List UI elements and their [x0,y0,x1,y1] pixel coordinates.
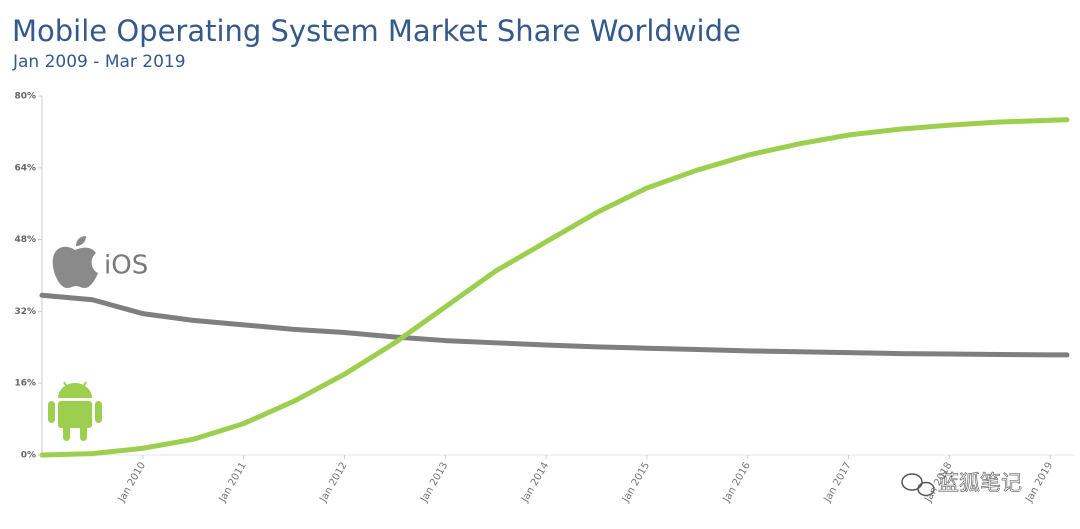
y-tick-label: 16% [14,379,36,389]
x-tick-label: Jan 2017 [822,461,854,506]
x-tick-label: Jan 2016 [721,461,753,506]
watermark: 蓝狐笔记 [938,471,1022,495]
y-tick-label: 48% [14,235,36,245]
watermark-icon [901,473,935,497]
android-icon [48,381,102,441]
apple-icon [52,236,98,288]
y-tick-label: 32% [14,307,36,317]
ios-label: iOS [104,251,148,281]
y-tick-label: 0% [21,451,36,461]
x-tick-label: Jan 2011 [217,461,249,506]
y-tick-label: 80% [14,92,36,102]
x-tick-label: Jan 2013 [418,461,450,506]
x-tick-label: Jan 2014 [519,461,551,506]
x-tick-label: Jan 2012 [318,461,350,506]
x-tick-label: Jan 2010 [116,461,148,506]
chart-subtitle: Jan 2009 - Mar 2019 [12,52,186,72]
series-line [39,117,1070,458]
x-tick-label: Jan 2019 [1023,461,1055,506]
y-tick-label: 64% [14,163,36,173]
x-tick-label: Jan 2015 [620,461,652,506]
series-line [39,292,1070,358]
chart-title: Mobile Operating System Market Share Wor… [12,14,741,48]
